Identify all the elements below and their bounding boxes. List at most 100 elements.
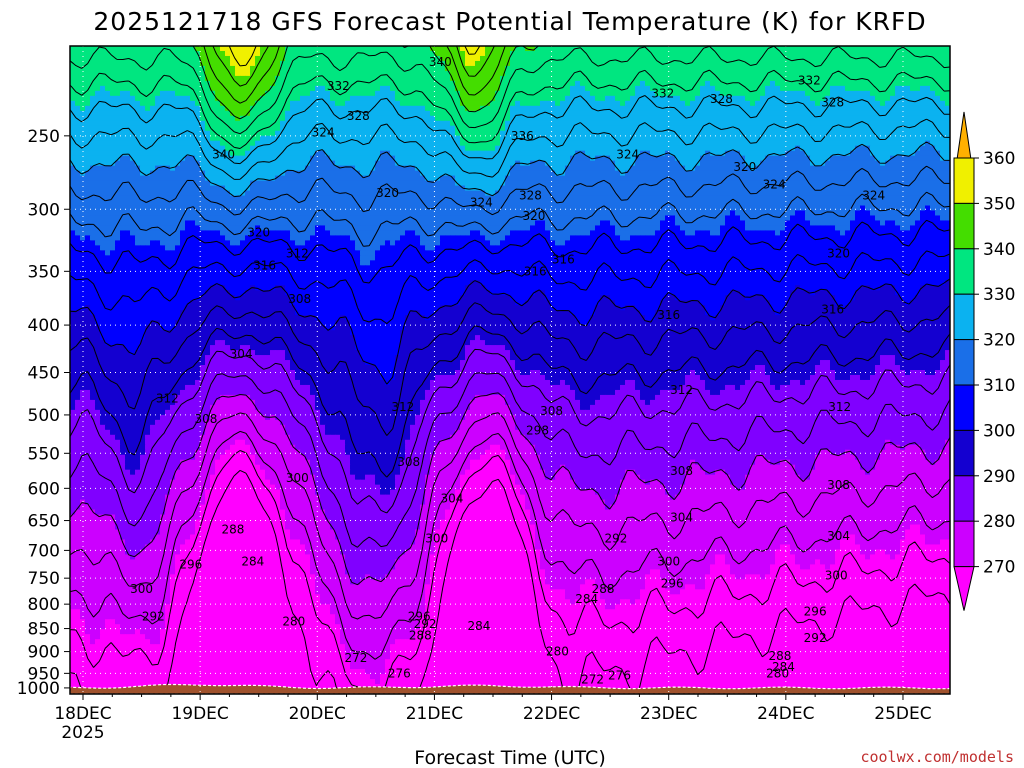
- field-cell: [110, 166, 116, 172]
- field-cell: [145, 51, 151, 57]
- field-cell: [375, 66, 381, 72]
- field-cell: [215, 66, 221, 72]
- field-cell: [755, 106, 761, 112]
- field-cell: [240, 106, 246, 112]
- field-cell: [320, 111, 326, 117]
- field-cell: [250, 96, 256, 102]
- field-cell: [250, 126, 256, 132]
- field-cell: [315, 161, 321, 167]
- field-cell: [750, 71, 756, 77]
- field-cell: [130, 91, 136, 97]
- field-cell: [135, 126, 141, 132]
- field-cell: [125, 156, 131, 162]
- field-cell: [855, 151, 861, 157]
- field-cell: [540, 81, 546, 87]
- field-cell: [880, 46, 886, 52]
- field-cell: [365, 66, 371, 72]
- field-cell: [510, 146, 516, 152]
- field-cell: [665, 66, 671, 72]
- field-cell: [590, 76, 596, 82]
- field-cell: [350, 156, 356, 162]
- field-cell: [320, 66, 326, 72]
- field-cell: [130, 71, 136, 77]
- field-cell: [125, 51, 131, 57]
- field-cell: [490, 126, 496, 132]
- field-cell: [305, 86, 311, 92]
- field-cell: [330, 146, 336, 152]
- field-cell: [260, 61, 266, 67]
- field-cell: [515, 106, 521, 112]
- field-cell: [305, 151, 311, 157]
- field-cell: [620, 121, 626, 127]
- field-cell: [245, 71, 251, 77]
- field-cell: [185, 51, 191, 57]
- field-cell: [185, 46, 191, 52]
- field-cell: [880, 101, 886, 107]
- field-cell: [620, 116, 626, 122]
- field-cell: [850, 86, 856, 92]
- field-cell: [120, 46, 126, 52]
- field-cell: [560, 71, 566, 77]
- field-cell: [260, 121, 266, 127]
- field-cell: [355, 171, 361, 177]
- field-cell: [400, 61, 406, 67]
- field-cell: [350, 61, 356, 67]
- field-cell: [450, 171, 456, 177]
- field-cell: [230, 141, 236, 147]
- field-cell: [750, 181, 756, 187]
- field-cell: [330, 116, 336, 122]
- field-cell: [75, 111, 81, 117]
- field-cell: [600, 121, 606, 127]
- field-cell: [85, 66, 91, 72]
- field-cell: [700, 176, 706, 182]
- field-cell: [525, 156, 531, 162]
- field-cell: [775, 136, 781, 142]
- field-cell: [750, 126, 756, 132]
- field-cell: [460, 91, 466, 97]
- field-cell: [795, 106, 801, 112]
- field-cell: [485, 66, 491, 72]
- field-cell: [930, 81, 936, 87]
- field-cell: [720, 146, 726, 152]
- field-cell: [155, 156, 161, 162]
- field-cell: [565, 126, 571, 132]
- field-cell: [795, 141, 801, 147]
- field-cell: [90, 176, 96, 182]
- field-cell: [320, 86, 326, 92]
- field-cell: [585, 106, 591, 112]
- field-cell: [775, 156, 781, 162]
- field-cell: [905, 66, 911, 72]
- field-cell: [780, 146, 786, 152]
- field-cell: [275, 181, 281, 187]
- field-cell: [645, 46, 651, 52]
- field-cell: [535, 126, 541, 132]
- field-cell: [410, 151, 416, 157]
- field-cell: [925, 66, 931, 72]
- field-cell: [360, 86, 366, 92]
- field-cell: [585, 121, 591, 127]
- field-cell: [535, 166, 541, 172]
- field-cell: [440, 166, 446, 172]
- field-cell: [705, 176, 711, 182]
- field-cell: [655, 171, 661, 177]
- field-cell: [365, 71, 371, 77]
- field-cell: [550, 71, 556, 77]
- field-cell: [470, 86, 476, 92]
- field-cell: [860, 61, 866, 67]
- field-cell: [410, 171, 416, 177]
- field-cell: [370, 121, 376, 127]
- field-cell: [725, 46, 731, 52]
- field-cell: [745, 146, 751, 152]
- field-cell: [270, 151, 276, 157]
- field-cell: [770, 116, 776, 122]
- field-cell: [150, 181, 156, 187]
- field-cell: [185, 76, 191, 82]
- field-cell: [905, 176, 911, 182]
- field-cell: [520, 81, 526, 87]
- field-cell: [100, 136, 106, 142]
- field-cell: [160, 176, 166, 182]
- field-cell: [295, 161, 301, 167]
- field-cell: [75, 76, 81, 82]
- field-cell: [660, 116, 666, 122]
- field-cell: [370, 181, 376, 187]
